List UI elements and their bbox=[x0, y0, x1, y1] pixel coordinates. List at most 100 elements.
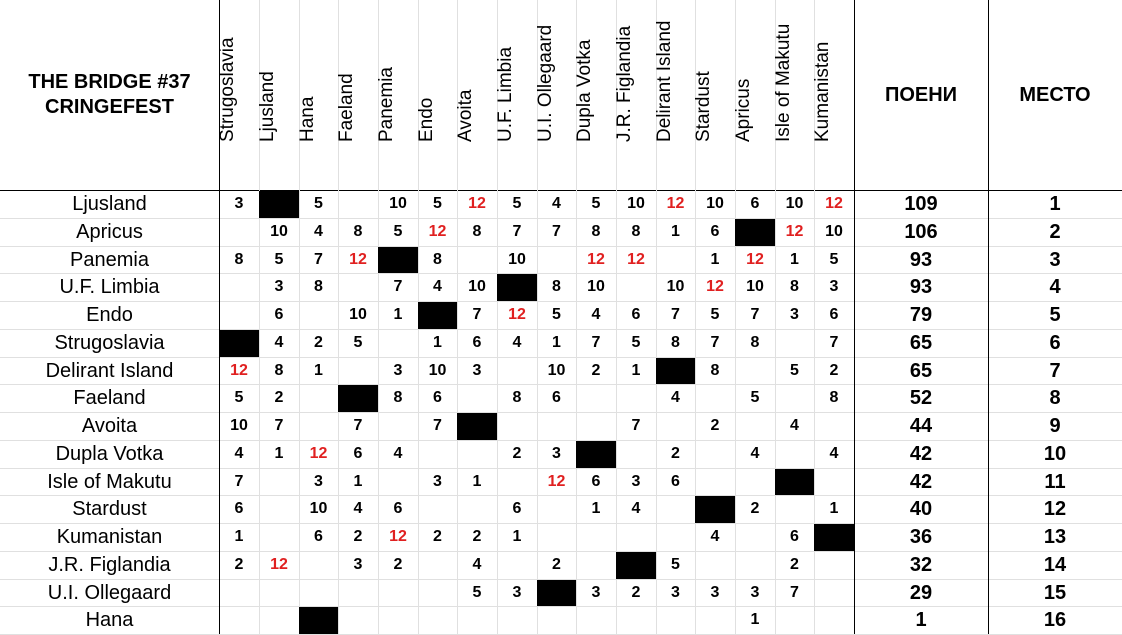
score-cell: 1 bbox=[671, 222, 680, 240]
score-cell: 5 bbox=[829, 250, 839, 268]
score-cell: 7 bbox=[829, 333, 839, 351]
column-header-label: Panemia bbox=[376, 67, 397, 142]
score-cell: 2 bbox=[353, 528, 363, 545]
grid-line bbox=[259, 0, 260, 634]
score-cell: 7 bbox=[314, 250, 323, 268]
score-cell: 8 bbox=[353, 222, 363, 240]
score-cell: 7 bbox=[631, 417, 641, 434]
score-cell: 4 bbox=[829, 444, 839, 462]
score-cell: 12 bbox=[666, 195, 685, 212]
score-cell: 7 bbox=[234, 472, 244, 490]
score-cell: 6 bbox=[552, 389, 561, 407]
score-cell: 1 bbox=[552, 333, 561, 351]
place-cell: 5 bbox=[1049, 304, 1061, 326]
score-cell: 10 bbox=[270, 222, 288, 240]
score-cell: 10 bbox=[547, 361, 566, 379]
self-vote-blocked-cell bbox=[219, 329, 259, 357]
score-cell bbox=[497, 469, 537, 496]
score-cell: 5 bbox=[591, 195, 601, 212]
score-cell: 7 bbox=[393, 278, 403, 296]
score-cell: 3 bbox=[750, 583, 760, 601]
score-cell bbox=[338, 358, 378, 385]
score-cell: 2 bbox=[671, 444, 680, 462]
place-cell: 12 bbox=[1043, 498, 1067, 521]
score-cell: 7 bbox=[671, 306, 680, 323]
grid-line bbox=[0, 550, 1122, 552]
score-cell bbox=[656, 247, 695, 274]
self-vote-blocked-cell bbox=[378, 246, 418, 274]
column-header-label: Kumanistan bbox=[812, 41, 833, 142]
points-cell: 109 bbox=[904, 193, 938, 215]
title-line-2: CRINGEFEST bbox=[45, 96, 174, 118]
score-cell: 6 bbox=[790, 528, 799, 545]
score-cell: 12 bbox=[785, 222, 804, 240]
column-header: Faeland bbox=[336, 0, 378, 190]
score-cell bbox=[576, 524, 616, 551]
grid-line bbox=[988, 0, 989, 634]
column-header: J.R. Figlandia bbox=[614, 0, 656, 190]
score-cell: 2 bbox=[591, 361, 601, 379]
grid-line bbox=[0, 245, 1122, 247]
score-cell: 6 bbox=[710, 222, 720, 240]
column-header: Ljusland bbox=[257, 0, 299, 190]
score-cell: 5 bbox=[552, 306, 561, 323]
score-cell: 1 bbox=[591, 500, 601, 518]
row-country-label: U.I. Ollegaard bbox=[47, 581, 172, 604]
points-cell: 1 bbox=[915, 609, 927, 632]
score-cell: 5 bbox=[710, 306, 720, 323]
row-country-label: Ljusland bbox=[72, 193, 147, 215]
points-cell: 40 bbox=[909, 498, 933, 521]
row-country-label: Isle of Makutu bbox=[47, 470, 172, 493]
column-header: Isle of Makutu bbox=[773, 0, 814, 190]
column-header-label: Apricus bbox=[733, 78, 754, 142]
score-cell: 2 bbox=[274, 389, 284, 407]
column-header: Dupla Votka bbox=[574, 0, 616, 190]
grid-line bbox=[0, 412, 1122, 413]
score-cell: 2 bbox=[750, 500, 760, 518]
grid-line bbox=[616, 0, 617, 634]
score-cell: 1 bbox=[314, 361, 323, 379]
grid-line bbox=[338, 0, 339, 634]
place-cell: 2 bbox=[1049, 220, 1061, 243]
column-header-label: Endo bbox=[415, 97, 437, 142]
column-header-label: Hana bbox=[296, 96, 318, 142]
place-cell: 15 bbox=[1043, 581, 1067, 604]
score-cell: 1 bbox=[433, 333, 442, 351]
score-cell bbox=[616, 524, 656, 551]
place-cell: 4 bbox=[1049, 276, 1061, 299]
score-cell: 8 bbox=[393, 389, 403, 407]
score-cell bbox=[259, 496, 299, 523]
score-cell bbox=[735, 469, 775, 496]
score-cell: 3 bbox=[512, 583, 522, 601]
score-cell: 10 bbox=[825, 222, 843, 240]
score-cell: 5 bbox=[472, 583, 482, 601]
column-header-label: U.I. Ollegaard bbox=[534, 24, 556, 142]
score-cell: 12 bbox=[587, 250, 605, 268]
score-cell bbox=[656, 607, 695, 634]
self-vote-blocked-cell bbox=[814, 524, 854, 551]
score-cell: 3 bbox=[433, 472, 442, 490]
points-cell: 29 bbox=[909, 581, 933, 604]
scoreboard-title: THE BRIDGE #37 CRINGEFEST bbox=[0, 0, 219, 190]
score-cell: 8 bbox=[750, 333, 760, 351]
column-header-label: Faeland bbox=[336, 73, 357, 142]
score-cell: 6 bbox=[631, 306, 641, 323]
place-cell: 9 bbox=[1049, 415, 1061, 437]
row-country-label: Apricus bbox=[76, 220, 143, 243]
score-cell: 1 bbox=[393, 306, 403, 323]
score-cell bbox=[299, 552, 338, 579]
score-cell bbox=[814, 413, 854, 440]
score-cell: 6 bbox=[353, 444, 363, 462]
score-cell: 12 bbox=[270, 555, 288, 573]
score-cell: 12 bbox=[309, 444, 328, 462]
score-cell: 8 bbox=[591, 222, 601, 240]
score-cell: 8 bbox=[472, 222, 482, 240]
place-cell: 14 bbox=[1043, 553, 1067, 576]
score-cell: 12 bbox=[746, 250, 764, 268]
score-cell: 8 bbox=[552, 278, 561, 296]
score-cell: 3 bbox=[591, 583, 601, 601]
points-cell: 32 bbox=[909, 553, 933, 576]
score-cell: 2 bbox=[472, 528, 482, 545]
score-cell: 5 bbox=[790, 361, 799, 379]
score-cell: 4 bbox=[710, 528, 720, 545]
